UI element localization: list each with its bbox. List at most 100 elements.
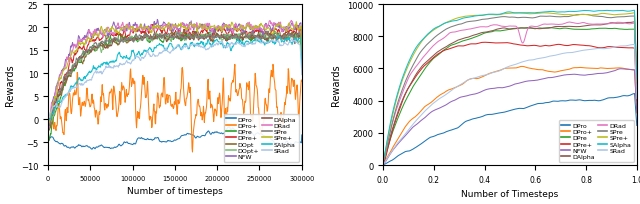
SAlpha (577, 10, 585, 13)
Y-axis label: Rewards: Rewards (332, 64, 342, 106)
DPre+ (582, 45, 589, 48)
DRad (633, 86, 640, 89)
SAlpha (633, 79, 640, 82)
DOpt+ (214, 34, 222, 37)
DOpt (168, 29, 175, 32)
DAlpha (45, 123, 53, 125)
Line: SRad: SRad (48, 39, 302, 118)
SRad (298, 74, 306, 76)
DAlpha (195, 40, 202, 42)
SPre+ (292, 21, 300, 24)
DPro (298, 134, 306, 136)
DPro (214, 132, 221, 134)
NFW (633, 112, 640, 114)
DPro (633, 125, 640, 127)
SRad (45, 116, 52, 119)
DOpt+ (195, 34, 202, 36)
SPre (159, 35, 167, 37)
DPre (45, 139, 53, 142)
DPro+ (482, 75, 490, 77)
SPre+ (110, 28, 118, 31)
SRad (491, 71, 499, 74)
DRad (90, 31, 97, 33)
SAlpha (194, 43, 202, 45)
SAlpha (214, 40, 221, 42)
Line: SRad: SRad (383, 45, 637, 164)
DPro (405, 150, 413, 153)
DPro+ (214, 97, 221, 99)
SPre+ (214, 27, 221, 30)
SAlpha (44, 119, 52, 122)
Line: DPro+: DPro+ (383, 67, 637, 164)
DPre (236, 34, 244, 37)
SAlpha (582, 10, 589, 13)
DPre+ (405, 86, 413, 89)
DPre (554, 28, 561, 31)
SRad (90, 74, 97, 77)
Y-axis label: Rewards: Rewards (5, 64, 15, 106)
SAlpha (89, 68, 97, 71)
NFW (554, 76, 561, 78)
DAlpha (630, 21, 638, 24)
DPre+ (195, 33, 202, 35)
Line: DRad: DRad (48, 21, 302, 128)
X-axis label: Number of Timesteps: Number of Timesteps (461, 189, 559, 198)
SPre+ (633, 81, 640, 83)
DOpt+ (173, 31, 180, 33)
DRad (405, 76, 413, 79)
DPro+ (189, 151, 196, 153)
SRad (633, 98, 640, 100)
Legend: DPro, DPro+, DPre, DPre+, NFW, DAlpha, DRad, SPre, SPre+, SAlpha, SRad, : DPro, DPro+, DPre, DPre+, NFW, DAlpha, D… (559, 120, 634, 162)
SPre (577, 14, 585, 17)
DPre+ (44, 122, 52, 124)
DAlpha (577, 26, 585, 29)
DAlpha (214, 35, 222, 38)
SPre+ (44, 121, 52, 124)
SAlpha (109, 60, 117, 63)
DPro (194, 136, 202, 138)
SPre+ (405, 63, 413, 66)
DAlpha (405, 86, 413, 89)
Line: DPro: DPro (48, 127, 302, 150)
DRad (159, 26, 167, 29)
DPre+ (90, 39, 97, 42)
NFW (236, 25, 244, 27)
SRad (236, 44, 243, 46)
Line: DRad: DRad (383, 23, 637, 162)
DPre (524, 27, 532, 30)
SPre+ (90, 36, 97, 38)
DAlpha (633, 85, 640, 88)
SRad (577, 50, 585, 53)
DRad (45, 127, 52, 129)
X-axis label: Number of timesteps: Number of timesteps (127, 186, 223, 195)
Line: NFW: NFW (48, 20, 302, 129)
SRad (379, 163, 387, 165)
DRad (236, 28, 243, 31)
SAlpha (274, 35, 282, 37)
Line: DPre: DPre (48, 29, 302, 141)
DPre (482, 32, 490, 35)
SPre+ (582, 14, 589, 17)
SAlpha (491, 14, 499, 17)
DPro+ (633, 112, 640, 115)
DPre+ (45, 127, 53, 129)
Line: SAlpha: SAlpha (383, 11, 637, 161)
DPre (214, 34, 222, 37)
DPre+ (110, 36, 118, 38)
DPro+ (269, 64, 277, 66)
SPre (491, 17, 499, 20)
SPre (110, 38, 118, 40)
SRad (110, 67, 118, 69)
DPro (159, 141, 167, 143)
DPre+ (482, 42, 490, 44)
DRad (298, 61, 306, 64)
DAlpha (582, 26, 589, 28)
Line: DAlpha: DAlpha (48, 32, 302, 124)
DRad (44, 122, 52, 125)
NFW (45, 128, 52, 131)
NFW (379, 163, 387, 166)
DAlpha (554, 26, 561, 29)
DRad (194, 26, 202, 28)
SPre (298, 63, 306, 66)
Line: DPro+: DPro+ (48, 65, 302, 152)
